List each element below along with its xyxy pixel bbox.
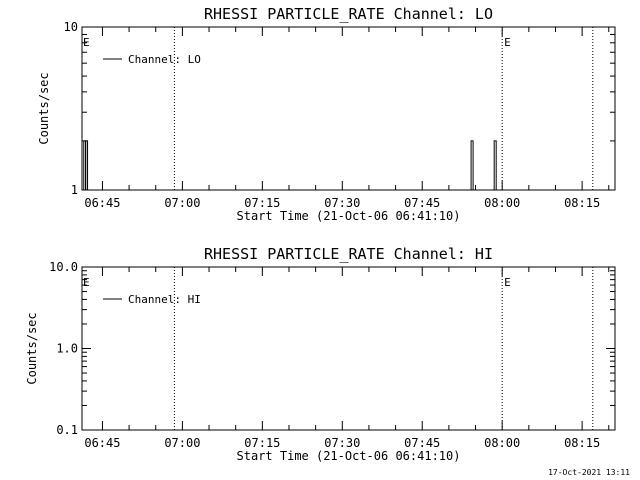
x-tick-label: 06:45 [84, 196, 120, 210]
y-tick-label: 1 [71, 183, 78, 197]
y-axis-label: Counts/sec [25, 312, 39, 384]
x-tick-label: 07:00 [164, 196, 200, 210]
x-axis-label: Start Time (21-Oct-06 06:41:10) [237, 209, 461, 223]
plot-frame [81, 266, 616, 431]
x-tick-label: 08:15 [564, 196, 600, 210]
legend-entry: Channel: LO [128, 53, 201, 66]
x-tick-label: 08:15 [564, 436, 600, 450]
y-tick-label: 0.1 [56, 423, 78, 437]
footer-timestamp: 17-Oct-2021 13:11 [548, 468, 630, 477]
data-point [470, 140, 474, 190]
legend-entry: Channel: HI [128, 293, 201, 306]
x-tick-label: 08:00 [484, 436, 520, 450]
x-tick-label: 07:30 [324, 196, 360, 210]
series-0 [83, 140, 497, 190]
x-tick-label: 08:00 [484, 196, 520, 210]
data-point [493, 140, 497, 190]
x-axis-label: Start Time (21-Oct-06 06:41:10) [237, 449, 461, 463]
x-tick-label: 07:30 [324, 436, 360, 450]
event-line-label: E [504, 276, 511, 289]
x-tick-label: 07:15 [244, 196, 280, 210]
x-tick-label: 07:45 [404, 196, 440, 210]
chart-title: RHESSI PARTICLE_RATE Channel: LO [204, 5, 493, 23]
y-tick-label: 10.0 [49, 260, 78, 274]
event-line-label: E [504, 36, 511, 49]
corner-marker: E [83, 276, 90, 289]
x-tick-label: 07:15 [244, 436, 280, 450]
y-tick-label: 10 [64, 20, 78, 34]
chart-panel-0: RHESSI PARTICLE_RATE Channel: LO 06:45 07:… [37, 5, 616, 223]
chart-panel-1: RHESSI PARTICLE_RATE Channel: HI 06:45 07:… [25, 245, 616, 463]
x-tick-label: 07:45 [404, 436, 440, 450]
x-tick-label: 06:45 [84, 436, 120, 450]
data-point [85, 140, 89, 190]
y-axis-label: Counts/sec [37, 72, 51, 144]
x-tick-label: 07:00 [164, 436, 200, 450]
plot-frame [81, 26, 616, 191]
chart-title: RHESSI PARTICLE_RATE Channel: HI [204, 245, 493, 263]
corner-marker: E [83, 36, 90, 49]
y-tick-label: 1.0 [56, 342, 78, 356]
